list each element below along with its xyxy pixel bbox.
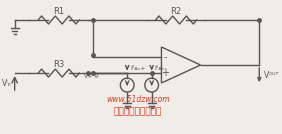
Text: Iᴵᴵᴀₛ-: Iᴵᴵᴀₛ- xyxy=(155,66,167,71)
Text: Vᴵₙ: Vᴵₙ xyxy=(2,79,12,88)
Text: R3: R3 xyxy=(53,60,64,69)
Text: R1: R1 xyxy=(53,7,64,16)
Text: V-: V- xyxy=(94,74,100,79)
Text: 大量电子电路图资料: 大量电子电路图资料 xyxy=(114,107,162,116)
Text: Vᴼᵁᵀ: Vᴼᵁᵀ xyxy=(264,70,279,79)
Text: V+: V+ xyxy=(84,74,94,79)
Text: Iᴵᴵᴀₛ+: Iᴵᴵᴀₛ+ xyxy=(130,66,146,71)
Text: R2: R2 xyxy=(171,7,182,16)
Text: www.51dzw.com: www.51dzw.com xyxy=(106,96,170,105)
Text: +: + xyxy=(161,68,169,78)
Text: -: - xyxy=(164,52,167,62)
